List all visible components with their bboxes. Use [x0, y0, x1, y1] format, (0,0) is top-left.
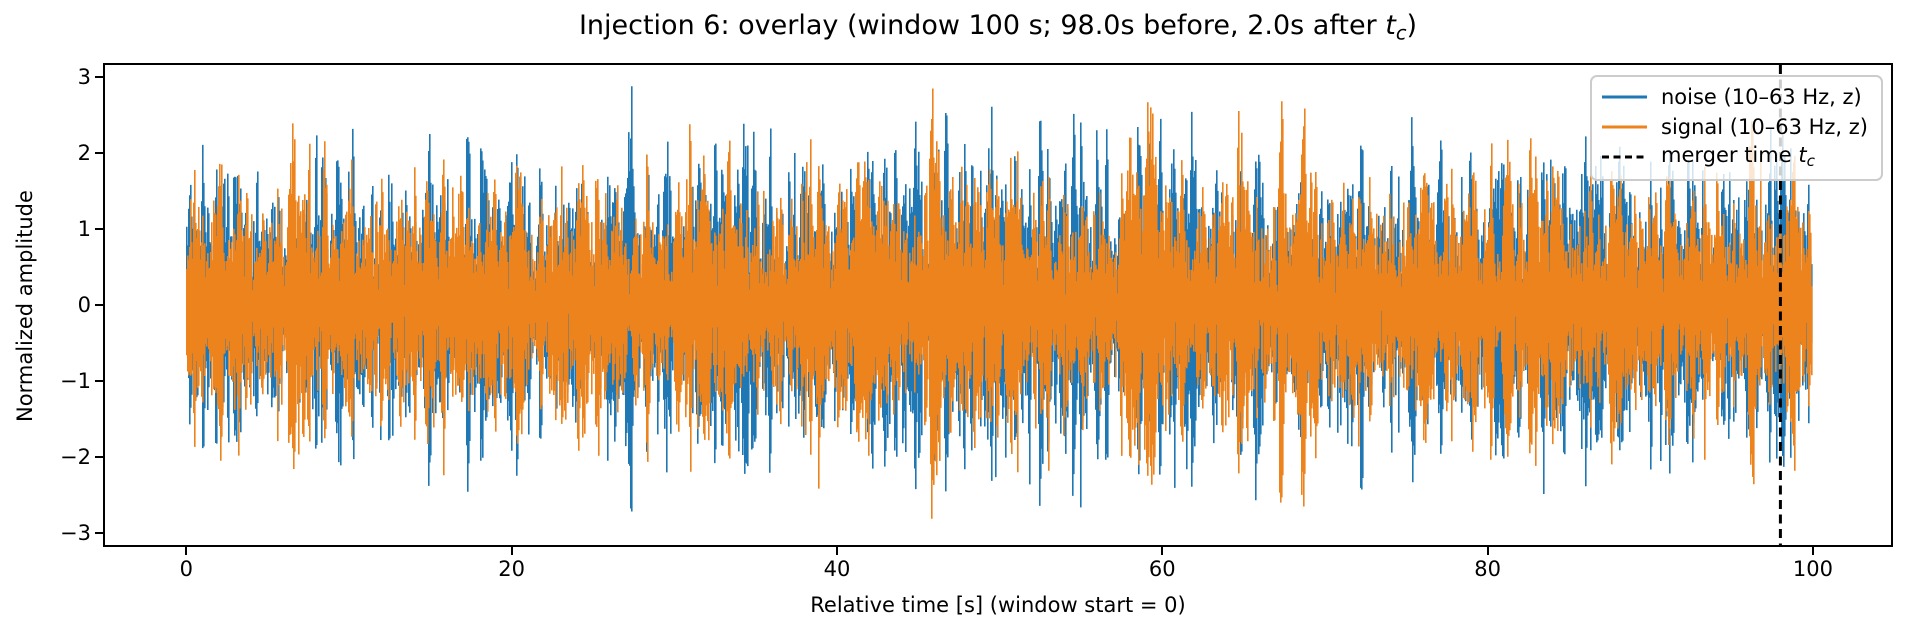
- chart-title: Injection 6: overlay (window 100 s; 98.0…: [298, 10, 1698, 49]
- legend-line-sample: [1602, 95, 1647, 99]
- text-part: Injection 6: overlay (window 100 s; 98.0…: [578, 10, 1386, 41]
- x-tick-mark: [185, 547, 188, 555]
- x-tick-label: 0: [179, 557, 194, 581]
- x-tick-label: 100: [1792, 557, 1833, 581]
- x-tick-label: 40: [823, 557, 851, 581]
- legend-entry: noise (10–63 Hz, z): [1601, 82, 1868, 112]
- text-part: merger time: [1661, 143, 1799, 168]
- y-tick-label: −3: [60, 520, 91, 545]
- x-axis-label: Relative time [s] (window start = 0): [810, 593, 1186, 617]
- x-tick-mark: [1161, 547, 1164, 555]
- x-tick-mark: [510, 547, 513, 555]
- y-tick-mark: [95, 228, 103, 231]
- x-tick-mark: [1811, 547, 1814, 555]
- x-tick-label: 60: [1148, 557, 1176, 581]
- text-part: c: [1806, 152, 1815, 171]
- x-tick-label: 80: [1474, 557, 1501, 581]
- text-part: t: [1798, 143, 1807, 168]
- legend-label: merger time tc: [1661, 143, 1815, 170]
- text-part: signal (10–63 Hz, z): [1661, 115, 1868, 139]
- x-tick-mark: [1486, 547, 1489, 555]
- y-tick-mark: [95, 379, 103, 382]
- legend-label: noise (10–63 Hz, z): [1661, 85, 1862, 109]
- legend-line-sample: [1602, 155, 1647, 159]
- text-part: c: [1395, 21, 1407, 45]
- legend-entry: signal (10–63 Hz, z): [1601, 112, 1868, 142]
- y-tick-mark: [95, 76, 103, 79]
- text-part: ): [1406, 10, 1418, 41]
- y-tick-mark: [95, 152, 103, 155]
- x-tick-mark: [835, 547, 838, 555]
- legend: noise (10–63 Hz, z) signal (10–63 Hz, z) m…: [1590, 75, 1883, 181]
- y-tick-mark: [95, 304, 103, 306]
- y-tick-mark: [95, 531, 103, 534]
- x-tick-label: 20: [498, 557, 525, 581]
- y-axis-label: Normalized amplitude: [13, 190, 37, 422]
- plot-area: noise (10–63 Hz, z) signal (10–63 Hz, z) m…: [103, 63, 1893, 547]
- legend-label: signal (10–63 Hz, z): [1661, 115, 1868, 139]
- y-tick-label: 3: [77, 65, 91, 90]
- legend-entry: merger time tc: [1601, 142, 1868, 172]
- legend-line-sample: [1602, 125, 1647, 129]
- text-part: noise (10–63 Hz, z): [1661, 85, 1862, 109]
- text-part: t: [1385, 10, 1396, 41]
- y-tick-mark: [95, 455, 103, 458]
- signal-series-path: [186, 88, 1813, 519]
